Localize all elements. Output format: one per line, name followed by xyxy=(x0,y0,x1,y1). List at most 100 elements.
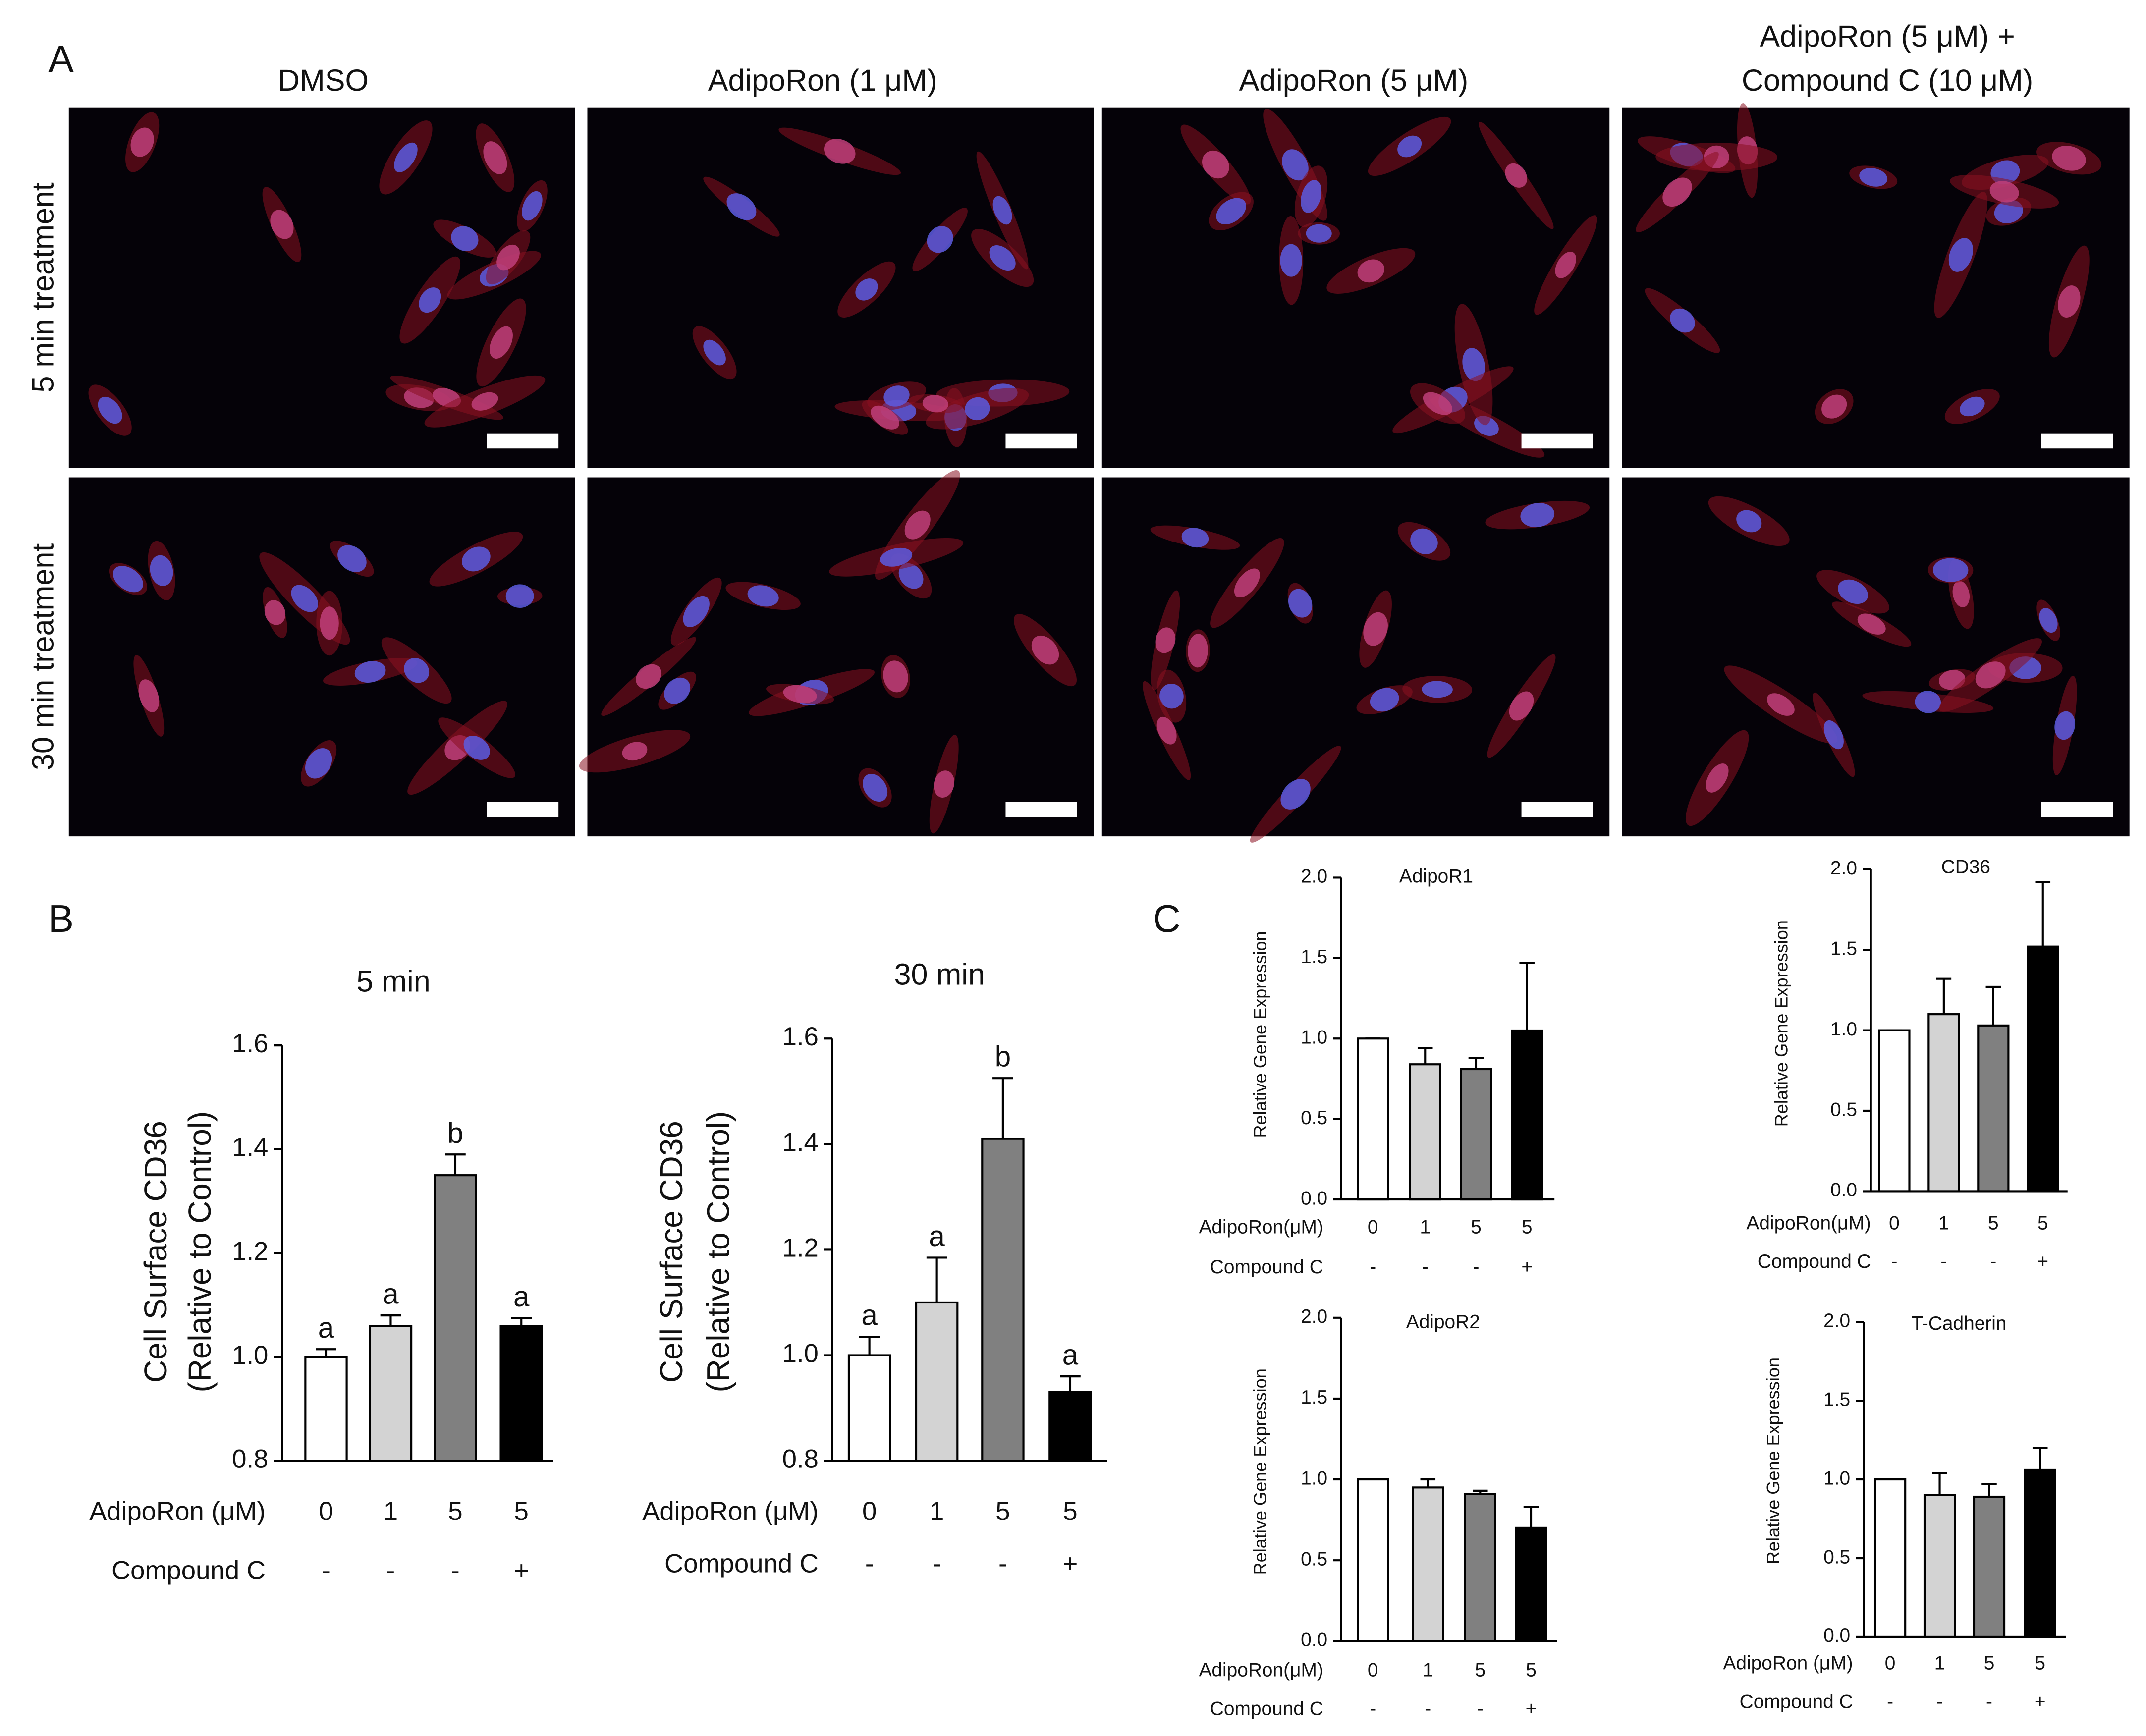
cell-nucleus xyxy=(1363,612,1388,646)
cell-nucleus xyxy=(1301,180,1321,213)
row-label: 30 min treatment xyxy=(26,543,60,770)
cell-nucleus xyxy=(726,193,757,220)
significance-letter: b xyxy=(995,1041,1011,1073)
compound-axis-label: Compound C xyxy=(1210,1256,1323,1278)
x-tick-label: 0 xyxy=(1368,1660,1378,1681)
x-tick-label: 0 xyxy=(862,1497,877,1526)
x-axis-label: AdipoRon(μM) xyxy=(1199,1217,1323,1238)
cell-nucleus xyxy=(2058,285,2081,318)
y-tick-label: 1.5 xyxy=(1301,946,1327,968)
column-header: AdipoRon (1 μM) xyxy=(708,63,937,97)
x-tick-label: 5 xyxy=(1475,1660,1486,1681)
x-tick-label: 5 xyxy=(2037,1212,2048,1234)
cell-nucleus xyxy=(1397,135,1422,158)
compound-label: - xyxy=(1940,1251,1947,1272)
y-tick-label: 1.4 xyxy=(232,1133,268,1162)
compound-label: - xyxy=(1891,1251,1897,1272)
cell-nucleus xyxy=(264,600,286,625)
cell-nucleus xyxy=(1216,198,1246,225)
compound-label: - xyxy=(865,1549,874,1578)
scale-bar xyxy=(2041,433,2113,449)
x-tick-label: 5 xyxy=(1522,1217,1533,1238)
cell-nucleus xyxy=(1555,252,1577,278)
cell-nucleus xyxy=(1975,661,2006,689)
compound-label: + xyxy=(514,1556,529,1585)
cell-nucleus xyxy=(863,773,888,802)
compound-axis-label: Compound C xyxy=(1740,1691,1853,1712)
cell-nucleus xyxy=(419,287,441,313)
compound-label: - xyxy=(998,1549,1007,1578)
cell-nucleus xyxy=(505,584,534,608)
bar xyxy=(369,1325,413,1462)
panel-label: A xyxy=(48,38,74,81)
cell-nucleus xyxy=(451,226,479,251)
significance-letter: b xyxy=(447,1117,463,1149)
cell-nucleus xyxy=(1155,627,1176,653)
bar xyxy=(1511,1029,1543,1201)
y-tick-label: 2.0 xyxy=(1823,1310,1850,1331)
x-axis-label: AdipoRon(μM) xyxy=(1746,1212,1871,1234)
cell-nucleus xyxy=(1948,238,1973,272)
cell-nucleus xyxy=(471,392,498,411)
compound-axis-label: Compound C xyxy=(1758,1251,1871,1272)
cell-nucleus xyxy=(783,685,817,704)
compound-label: - xyxy=(933,1549,941,1578)
bar xyxy=(1409,1063,1441,1201)
x-tick-label: 0 xyxy=(1885,1653,1896,1674)
x-tick-label: 5 xyxy=(1526,1660,1537,1681)
compound-axis-label: Compound C xyxy=(111,1556,266,1585)
y-tick-label: 1.6 xyxy=(782,1022,819,1051)
cell-nucleus xyxy=(904,510,931,540)
y-tick-label: 0.5 xyxy=(1301,1107,1327,1129)
y-tick-label: 1.2 xyxy=(782,1233,819,1262)
cell-nucleus xyxy=(496,244,520,271)
y-tick-label: 1.0 xyxy=(232,1341,268,1370)
cell-nucleus xyxy=(394,142,418,172)
significance-letter: a xyxy=(861,1300,878,1332)
column-header: AdipoRon (5 μM) + xyxy=(1760,19,2015,53)
cell-nucleus xyxy=(1423,392,1453,415)
x-axis-label: AdipoRon (μM) xyxy=(89,1497,266,1526)
x-tick-label: 5 xyxy=(514,1497,529,1526)
x-tick-label: 5 xyxy=(1063,1497,1077,1526)
bar xyxy=(499,1325,543,1462)
significance-letter: a xyxy=(383,1278,399,1310)
y-tick-label: 1.4 xyxy=(782,1128,819,1157)
compound-label: + xyxy=(1521,1256,1533,1278)
x-tick-label: 1 xyxy=(1420,1217,1431,1238)
cell-nucleus xyxy=(2039,608,2058,633)
cell-nucleus xyxy=(992,196,1012,225)
y-tick-label: 2.0 xyxy=(1830,858,1857,879)
cell-nucleus xyxy=(404,658,430,683)
cell-nucleus xyxy=(1952,581,1970,607)
scale-bar xyxy=(1005,433,1077,449)
y-tick-label: 1.2 xyxy=(232,1237,268,1266)
compound-label: - xyxy=(1986,1691,1992,1712)
panel-label: B xyxy=(48,898,74,940)
cell-nucleus xyxy=(490,326,513,359)
chart-title: CD36 xyxy=(1941,856,1990,877)
bar xyxy=(847,1354,891,1462)
chart-title: T-Cadherin xyxy=(1911,1313,2006,1334)
cell-nucleus xyxy=(1462,348,1485,381)
cell-nucleus xyxy=(855,278,878,301)
x-tick-label: 5 xyxy=(995,1497,1010,1526)
y-axis-label: Relative Gene Expression xyxy=(1771,920,1792,1127)
y-tick-label: 1.0 xyxy=(1301,1467,1327,1489)
compound-label: - xyxy=(451,1556,460,1585)
cell-nucleus xyxy=(1306,224,1332,243)
cell-nucleus xyxy=(1859,167,1888,187)
y-tick-label: 0.5 xyxy=(1830,1099,1857,1120)
cell-nucleus xyxy=(1370,688,1399,712)
compound-axis-label: Compound C xyxy=(1210,1698,1323,1719)
bar xyxy=(1460,1068,1492,1201)
cell-nucleus xyxy=(1838,579,1868,604)
bar xyxy=(2027,945,2059,1193)
bar xyxy=(1048,1391,1092,1462)
y-tick-label: 1.0 xyxy=(1823,1467,1850,1489)
cell-nucleus xyxy=(880,547,913,567)
y-tick-label: 0.0 xyxy=(1823,1625,1850,1646)
cell-nucleus xyxy=(636,664,662,689)
cell-nucleus xyxy=(463,735,490,760)
